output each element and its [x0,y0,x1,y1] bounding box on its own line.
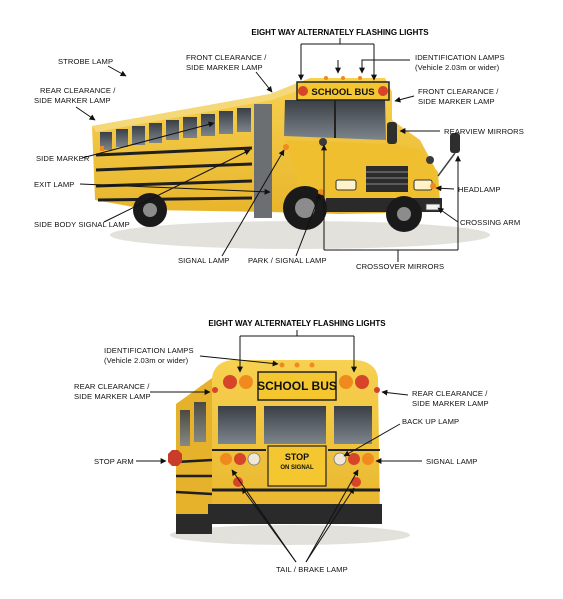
label-rear-clearance-2: SIDE MARKER LAMP [34,96,111,105]
label-front-clearance-top-2: SIDE MARKER LAMP [186,63,263,72]
headlamp-right-icon [413,179,433,191]
rear-labels: EIGHT WAY ALTERNATELY FLASHING LIGHTS ID… [74,319,489,574]
stop-arm-icon [168,450,182,466]
rearview-mirror-left-icon [387,122,397,144]
label-headlamp: HEADLAMP [458,185,501,194]
rear-flashing-lamp-4-icon [355,375,369,389]
label-strobe-lamp: STROBE LAMP [58,57,113,66]
label-park-signal-lamp: PARK / SIGNAL LAMP [248,256,327,265]
rear-label-tail-brake-lamp: TAIL / BRAKE LAMP [276,565,348,574]
front-flashing-lamp-right-icon [378,86,388,96]
label-side-body-signal-lamp: SIDE BODY SIGNAL LAMP [34,220,130,229]
label-side-marker: SIDE MARKER [36,154,90,163]
label-crossover-mirrors: CROSSOVER MIRRORS [356,262,444,271]
label-front-clearance-top-1: FRONT CLEARANCE / [186,53,267,62]
rear-label-identification-note: (Vehicle 2.03m or wider) [104,356,189,365]
front-sign-text: SCHOOL BUS [311,87,374,98]
label-front-clearance-right-1: FRONT CLEARANCE / [418,87,499,96]
rear-label-rear-clearance-right-2: SIDE MARKER LAMP [412,399,489,408]
rear-label-rear-clearance-left-1: REAR CLEARANCE / [74,382,150,391]
rear-flashing-lamp-3-icon [339,375,353,389]
rear-flashing-lamp-1-icon [223,375,237,389]
headlamp-left-icon [335,179,357,191]
rear-sign-text: SCHOOL BUS [257,379,337,393]
rear-stop-note: ON SIGNAL [280,465,314,471]
front-leader-lines [75,38,461,262]
front-flashing-lamp-left-icon [298,86,308,96]
backup-lamp-left-icon [247,452,261,466]
rear-label-stop-arm: STOP ARM [94,457,134,466]
label-crossing-arm: CROSSING ARM [460,218,520,227]
label-identification-lamps: IDENTIFICATION LAMPS [415,53,505,62]
rear-leader-lines [136,330,422,563]
rearview-mirror-right-icon [450,133,460,153]
label-exit-lamp: EXIT LAMP [34,180,74,189]
rear-flashing-lamp-2-icon [239,375,253,389]
label-front-clearance-right-2: SIDE MARKER LAMP [418,97,495,106]
label-signal-lamp: SIGNAL LAMP [178,256,229,265]
rear-label-identification-lamps: IDENTIFICATION LAMPS [104,346,194,355]
backup-lamp-right-icon [333,452,347,466]
rear-label-rear-clearance-left-2: SIDE MARKER LAMP [74,392,151,401]
crossover-mirror-icon [426,156,434,164]
label-rear-clearance-1: REAR CLEARANCE / [40,86,116,95]
rear-header: EIGHT WAY ALTERNATELY FLASHING LIGHTS [208,319,386,328]
rear-label-rear-clearance-right-1: REAR CLEARANCE / [412,389,488,398]
front-labels: EIGHT WAY ALTERNATELY FLASHING LIGHTS ST… [34,28,524,271]
front-header: EIGHT WAY ALTERNATELY FLASHING LIGHTS [251,28,429,37]
rear-stop-text: STOP [285,452,309,462]
rear-label-signal-lamp: SIGNAL LAMP [426,457,477,466]
rear-bus-illustration: SCHOOL BUS STOP ON SIGNAL [168,360,410,545]
rear-label-backup-lamp: BACK UP LAMP [402,417,459,426]
label-identification-note: (Vehicle 2.03m or wider) [415,63,500,72]
label-rearview-mirrors: REARVIEW MIRRORS [444,127,524,136]
